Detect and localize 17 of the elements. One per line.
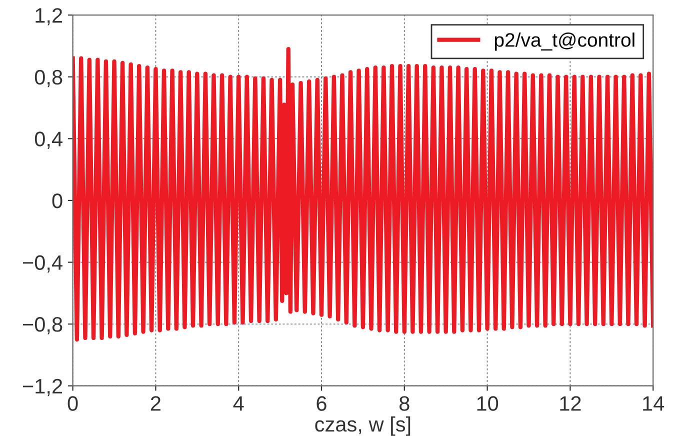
y-tick-label: 0,4	[34, 132, 62, 149]
y-tick-label: 1,2	[36, 8, 62, 26]
x-tick-label: 14	[643, 396, 664, 411]
legend-label: p2/va_t@control	[494, 32, 634, 51]
x-tick-label: 10	[477, 396, 498, 411]
x-tick-label: 4	[233, 396, 244, 411]
x-tick-label: 0	[68, 396, 78, 411]
y-tick-label: 0,8	[34, 70, 62, 88]
x-tick-label: 2	[150, 396, 160, 411]
x-axis-title: czas, w [s]	[315, 416, 410, 436]
y-tick-label: −0,4	[22, 255, 62, 272]
x-tick-label: 6	[316, 396, 326, 411]
y-tick-label: −0,8	[22, 317, 62, 334]
y-tick-label: −1,2	[22, 378, 62, 396]
y-tick-label: 0	[52, 193, 62, 208]
x-tick-label: 12	[560, 396, 581, 411]
x-tick-label: 8	[400, 396, 410, 411]
